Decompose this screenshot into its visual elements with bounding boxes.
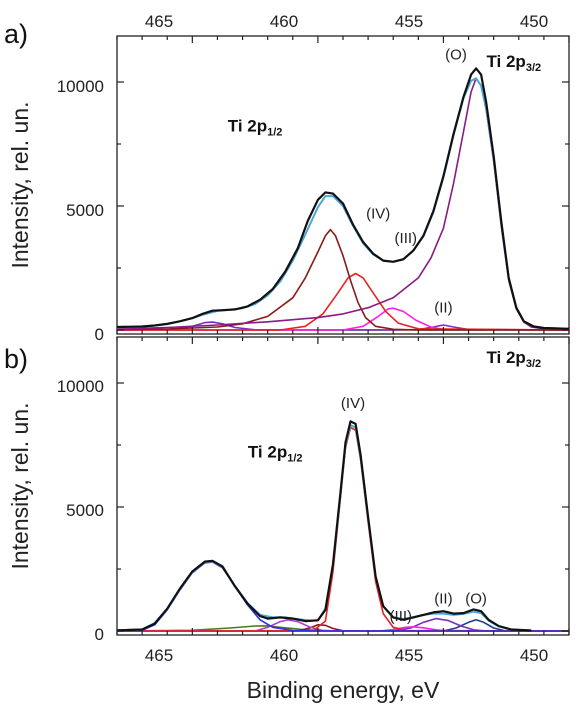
bottom-x-tick-labels: 465 460 455 450 (145, 646, 548, 665)
panel-b-annotation-1: Ti 2p3/2 (486, 348, 541, 370)
panel-b-y-tick-5000: 5000 (66, 501, 104, 520)
panel-a-y-tick-labels: 0 5000 10000 (57, 77, 104, 344)
panel-a-annotation-5: (II) (434, 300, 452, 317)
top-x-tick-labels: 465 460 455 450 (145, 12, 548, 31)
top-x-tick-455: 455 (395, 12, 423, 31)
panel-b-series (117, 420, 569, 632)
panel-b-annotation-3: (III) (390, 608, 413, 625)
panel-a-series-3 (117, 228, 569, 331)
panel-b-annotation-0: Ti 2p1/2 (248, 442, 303, 464)
panel-a-frame (116, 35, 570, 335)
panel-a-series-0 (117, 67, 569, 330)
panel-b-series-0 (117, 420, 532, 632)
top-x-tick-450: 450 (520, 12, 548, 31)
bottom-x-tick-465: 465 (145, 646, 173, 665)
panel-a-annotation-0: Ti 2p1/2 (228, 117, 283, 139)
panel-b-y-tick-labels: 0 5000 10000 (57, 377, 104, 644)
panel-b-annotation-5: (O) (465, 591, 487, 608)
panel-a-series (117, 67, 569, 331)
panel-a-y-tick-10000: 10000 (57, 77, 104, 96)
bottom-x-tick-455: 455 (395, 646, 423, 665)
panel-b-y-tick-0: 0 (95, 625, 104, 644)
panel-a-y-tick-5000: 5000 (66, 201, 104, 220)
panel-b-annotation-4: (II) (434, 591, 452, 608)
panel-b-series-8 (117, 619, 569, 632)
panel-b-series-2 (117, 561, 569, 632)
panel-a-annotation-0-subscript: 1/2 (267, 127, 282, 139)
x-axis-label: Binding energy, eV (247, 677, 440, 703)
panel-a-annotation-2: (O) (445, 47, 467, 64)
panel-b-annotation-1-subscript: 3/2 (526, 358, 541, 370)
panel-b-label: b) (4, 344, 28, 374)
panel-a-label: a) (4, 19, 28, 49)
panel-a-series-5 (117, 307, 569, 331)
panel-a-y-tick-0: 0 (95, 325, 104, 344)
panel-b-annotation-2: (IV) (341, 395, 365, 412)
y-axis-label-b: Intensity, rel. un. (7, 402, 33, 569)
y-axis-label-a: Intensity, rel. un. (7, 101, 33, 268)
panel-a-annotation-1-subscript: 3/2 (526, 62, 541, 74)
top-x-tick-465: 465 (145, 12, 173, 31)
top-x-tick-460: 460 (270, 12, 298, 31)
panel-b-y-tick-10000: 10000 (57, 377, 104, 396)
panel-a-annotation-1: Ti 2p3/2 (486, 52, 541, 74)
panel-a-annotation-4: (III) (395, 230, 418, 247)
panel-a-series-4 (117, 272, 569, 331)
bottom-x-tick-460: 460 (270, 646, 298, 665)
bottom-x-tick-450: 450 (520, 646, 548, 665)
panel-b-frame (116, 336, 570, 636)
panel-a-annotation-3: (IV) (366, 205, 390, 222)
axis-ticks (116, 36, 570, 635)
panel-b-annotation-0-subscript: 1/2 (287, 452, 302, 464)
annotations: Ti 2p1/2 Ti 2p3/2 (O) (IV) (III) (II) Ti 2p1/2… (228, 47, 541, 625)
